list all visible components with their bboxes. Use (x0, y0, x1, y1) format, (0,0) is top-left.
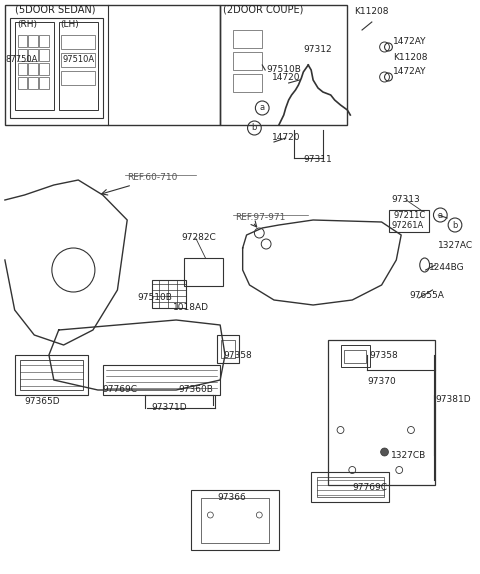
Text: (2DOOR COUPE): (2DOOR COUPE) (223, 5, 303, 15)
Bar (152, 280, 186, 308)
Text: 97510B: 97510B (266, 65, 301, 75)
Bar (60, 35, 95, 49)
Text: 97358: 97358 (370, 351, 398, 359)
Text: REF.60-710: REF.60-710 (127, 173, 178, 183)
Text: 97311: 97311 (303, 156, 332, 165)
Text: 97769C: 97769C (103, 386, 138, 394)
Text: 1244BG: 1244BG (429, 263, 464, 273)
Text: K11208: K11208 (354, 7, 389, 17)
Text: 1327AC: 1327AC (438, 241, 473, 250)
Bar (28, 63, 38, 75)
Bar (59, 22, 98, 110)
Bar (340, 345, 370, 367)
Text: (RH): (RH) (18, 21, 37, 29)
Text: 97371D: 97371D (152, 404, 187, 413)
Bar (60, 53, 95, 67)
Bar (233, 74, 262, 92)
Bar (28, 77, 38, 89)
Bar (317, 477, 384, 497)
Text: 97313: 97313 (391, 196, 420, 204)
Text: 97381D: 97381D (435, 395, 471, 405)
Bar (5, 5, 220, 125)
Bar (39, 63, 49, 75)
Bar (221, 340, 235, 358)
Text: 1018AD: 1018AD (173, 304, 209, 312)
Bar (18, 63, 27, 75)
Text: 97370: 97370 (367, 378, 396, 386)
Text: 97282C: 97282C (181, 234, 216, 242)
Text: 97312: 97312 (303, 45, 332, 55)
Bar (28, 35, 38, 47)
Text: 1327CB: 1327CB (391, 451, 427, 460)
Bar (220, 5, 348, 125)
Text: 97769C: 97769C (352, 483, 387, 492)
Bar (10, 18, 103, 118)
Text: 97366: 97366 (217, 494, 246, 502)
Text: 97360B: 97360B (178, 386, 213, 394)
Text: 97510B: 97510B (137, 293, 172, 302)
Bar (28, 49, 38, 61)
Bar (103, 365, 220, 395)
Bar (18, 49, 27, 61)
Bar (15, 355, 88, 395)
Text: a: a (438, 211, 443, 219)
Bar (217, 335, 239, 363)
Bar (201, 498, 269, 543)
Bar (39, 35, 49, 47)
Bar (233, 30, 262, 48)
Bar (233, 52, 262, 70)
Bar (39, 77, 49, 89)
Text: 97211C: 97211C (393, 211, 426, 219)
Text: b: b (452, 220, 458, 230)
Text: 97655A: 97655A (409, 290, 444, 300)
Text: b: b (252, 123, 257, 133)
Bar (191, 490, 279, 550)
Bar (311, 472, 389, 502)
Text: 97510A: 97510A (62, 56, 95, 64)
Bar (60, 71, 95, 85)
Text: 87750A: 87750A (5, 56, 38, 64)
Text: 1472AY: 1472AY (393, 68, 427, 76)
Bar (18, 77, 27, 89)
Text: a: a (260, 103, 265, 113)
Bar (18, 35, 27, 47)
Text: 97261A: 97261A (391, 220, 424, 230)
Bar (15, 22, 54, 110)
Bar (184, 258, 223, 286)
Text: 1472AY: 1472AY (393, 37, 427, 46)
Text: 14720: 14720 (272, 134, 300, 142)
Bar (328, 340, 435, 485)
Bar (389, 210, 429, 232)
Text: K11208: K11208 (393, 53, 428, 63)
Text: (5DOOR SEDAN): (5DOOR SEDAN) (15, 5, 95, 15)
Text: 97365D: 97365D (24, 398, 60, 406)
Bar (39, 49, 49, 61)
Text: 14720: 14720 (272, 73, 300, 83)
Text: REF.97-971: REF.97-971 (235, 214, 285, 223)
Bar (20, 360, 83, 390)
Text: 97358: 97358 (223, 351, 252, 359)
Bar (345, 350, 366, 363)
Text: (LH): (LH) (60, 21, 79, 29)
Circle shape (381, 448, 388, 456)
